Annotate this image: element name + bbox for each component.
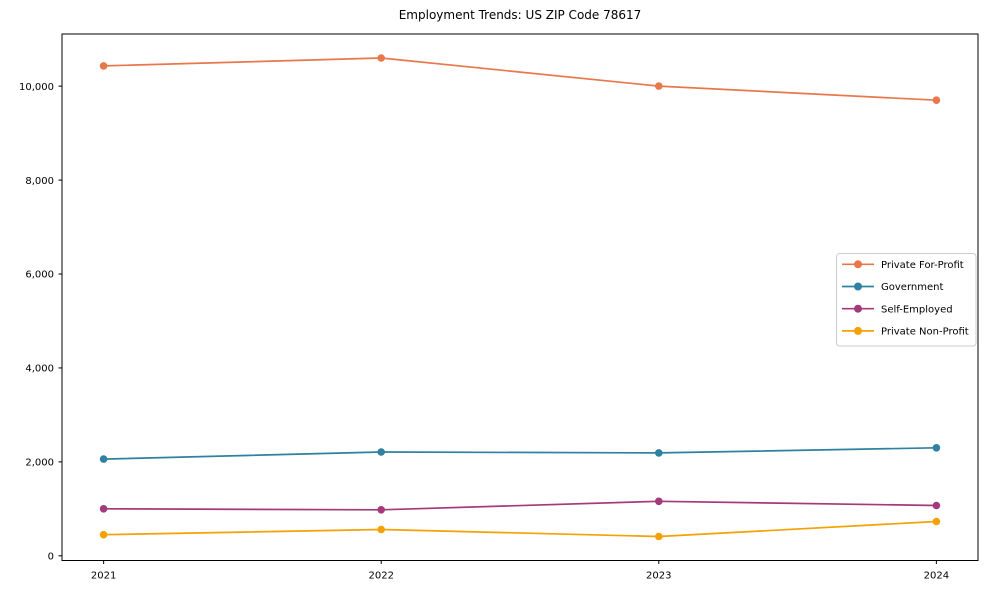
y-tick-label: 10,000: [19, 82, 54, 93]
y-tick-label: 2,000: [25, 458, 54, 469]
y-axis: 0 2,000 4,000 6,000 8,000 10,000: [19, 82, 62, 563]
data-point-self-employed: [377, 506, 386, 514]
series-line-self-employed: [103, 500, 937, 511]
legend-item-private-non-profit: Private Non-Profit: [842, 327, 969, 338]
data-point-government: [377, 448, 386, 456]
legend-box: [836, 253, 977, 347]
data-point-private-for-profit: [655, 82, 663, 90]
plot-border: [61, 33, 979, 561]
data-point-government: [932, 444, 941, 452]
data-point-government: [655, 449, 663, 457]
y-tick-label: 4,000: [25, 364, 54, 375]
data-point-self-employed: [99, 505, 108, 513]
legend-marker-dot: [854, 282, 862, 291]
data-point-private-for-profit: [932, 96, 941, 104]
data-point-private-non-profit: [377, 525, 386, 534]
axes: [61, 33, 979, 561]
y-tick-label: 6,000: [25, 270, 54, 281]
data-point-private-for-profit: [377, 54, 386, 62]
x-axis: 2021 2022 2023 2024: [91, 560, 949, 582]
data-point-private-non-profit: [99, 530, 108, 539]
data-point-self-employed: [655, 497, 663, 506]
legend-label: Self-Employed: [881, 304, 953, 315]
x-tick-label: 2021: [91, 571, 116, 582]
x-tick-label: 2022: [368, 571, 393, 582]
legend: Private For-Profit Government Self-Employe…: [836, 253, 977, 347]
series-line-private-for-profit: [103, 57, 937, 102]
legend-item-government: Government: [842, 282, 943, 293]
series-line-private-non-profit: [103, 520, 937, 538]
legend-marker-dot: [854, 260, 862, 269]
series-self-employed: [99, 497, 941, 514]
data-point-private-for-profit: [99, 62, 108, 70]
x-tick-label: 2024: [924, 571, 949, 582]
y-tick-label: 0: [48, 552, 54, 563]
legend-label: Private Non-Profit: [881, 327, 969, 338]
series-private-non-profit: [99, 517, 941, 541]
series-private-for-profit: [99, 54, 941, 104]
x-tick-label: 2023: [646, 571, 671, 582]
series-line-government: [103, 446, 937, 460]
data-point-private-non-profit: [932, 517, 941, 526]
chart-title: Employment Trends: US ZIP Code 78617: [399, 8, 642, 22]
legend-item-private-for-profit: Private For-Profit: [842, 260, 964, 271]
data-point-government: [99, 455, 108, 463]
legend-label: Private For-Profit: [881, 260, 964, 271]
legend-marker-dot: [854, 304, 862, 313]
legend-label: Government: [881, 282, 943, 293]
data-point-self-employed: [932, 501, 941, 510]
series-government: [99, 444, 941, 463]
data-point-private-non-profit: [655, 532, 663, 541]
legend-item-self-employed: Self-Employed: [842, 304, 953, 315]
y-tick-label: 8,000: [25, 176, 54, 187]
legend-marker-dot: [854, 326, 862, 335]
